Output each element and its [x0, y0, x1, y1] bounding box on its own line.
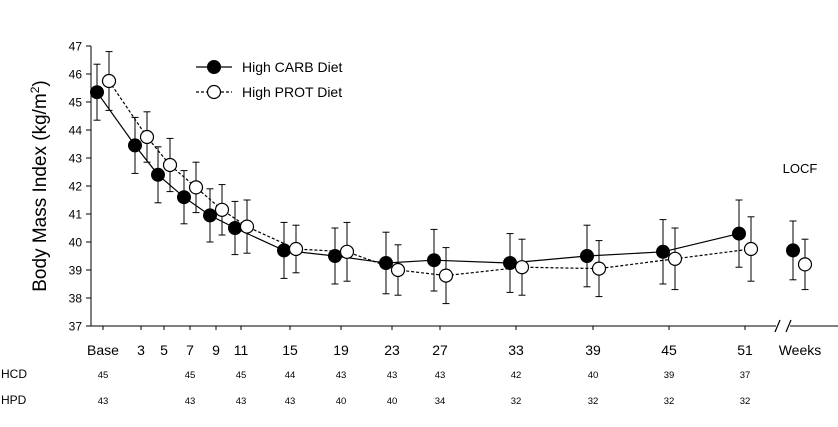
x-tick-label-Base: Base [87, 342, 119, 358]
y-tick-label-44: 44 [69, 124, 83, 138]
x-tick-label-7: 7 [186, 342, 194, 358]
point-carb-w51 [732, 226, 746, 241]
legend-label-carb: High CARB Diet [242, 59, 342, 75]
point-carb-locf [786, 243, 800, 258]
legend-marker-prot [206, 84, 222, 100]
legend-marker-carb [207, 60, 221, 74]
point-prot-w0 [101, 73, 117, 89]
locf-label: LOCF [783, 161, 818, 176]
count-row-label-hpd: HPD [1, 393, 27, 407]
count-hpd-w23: 40 [387, 396, 398, 407]
y-axis-label-close: ) [30, 80, 51, 86]
point-carb-w7 [177, 190, 191, 205]
legend: High CARB Diet High PROT Diet [196, 59, 342, 100]
x-tick-label-3: 3 [137, 342, 145, 358]
count-hcd-w39: 40 [588, 370, 599, 381]
y-tick-label-42: 42 [69, 180, 83, 194]
y-tick-label-40: 40 [69, 236, 83, 250]
point-prot-w7 [188, 180, 204, 195]
point-carb-w0 [90, 85, 104, 100]
point-carb-w9 [203, 208, 217, 223]
axis-break-mark-right [785, 319, 792, 333]
count-hpd-w0: 43 [98, 396, 109, 407]
axis-break-gap [777, 322, 789, 330]
count-hcd-w15: 44 [285, 370, 296, 381]
y-tick-label-38: 38 [69, 292, 83, 306]
series-line-carb [96, 91, 740, 264]
point-prot-w33 [514, 260, 530, 275]
y-tick-label-37: 37 [69, 320, 83, 334]
point-prot-w19 [339, 244, 355, 259]
x-tick-label-5: 5 [160, 342, 168, 358]
x-tick-label-19: 19 [333, 342, 349, 358]
axis-break-mark-left [774, 319, 781, 333]
count-hcd-w11: 45 [236, 370, 247, 381]
point-prot-w51 [743, 241, 759, 257]
y-axis-label: Body Mass Index (kg/m2) [28, 80, 51, 292]
count-hpd-w7: 43 [185, 396, 196, 407]
x-axis-label: Weeks [779, 342, 822, 358]
point-carb-w3 [128, 138, 142, 153]
x-tick-label-45: 45 [661, 342, 677, 358]
count-hpd-w33: 32 [511, 396, 522, 407]
x-tick-label-9: 9 [212, 342, 220, 358]
count-hcd-w33: 42 [511, 370, 522, 381]
count-hpd-w11: 43 [236, 396, 247, 407]
legend-label-prot: High PROT Diet [242, 84, 342, 100]
x-tick-label-23: 23 [384, 342, 400, 358]
point-prot-w3 [139, 129, 155, 145]
y-tick-label-43: 43 [69, 152, 83, 166]
count-hpd-w39: 32 [588, 396, 599, 407]
x-tick-label-15: 15 [282, 342, 298, 358]
point-carb-w27 [427, 253, 441, 268]
count-hpd-w51: 32 [740, 396, 751, 407]
point-prot-w27 [438, 268, 454, 283]
count-hcd-w7: 45 [185, 370, 196, 381]
y-tick-label-47: 47 [69, 40, 83, 54]
count-hpd-w19: 40 [336, 396, 347, 407]
count-hpd-w27: 34 [435, 396, 446, 407]
count-hpd-w15: 43 [285, 396, 296, 407]
x-tick-label-33: 33 [508, 342, 524, 358]
y-tick-label-39: 39 [69, 264, 83, 278]
count-row-label-hcd: HCD [1, 367, 27, 381]
point-carb-w5 [151, 167, 165, 182]
point-prot-w23 [390, 262, 406, 278]
point-prot-w5 [162, 157, 178, 173]
point-carb-w11 [228, 221, 242, 235]
series-line-prot [108, 80, 752, 277]
point-carb-w45 [656, 244, 670, 259]
point-prot-w45 [667, 251, 683, 266]
count-hpd-w45: 32 [664, 396, 675, 407]
y-tick-label-46: 46 [69, 68, 83, 82]
point-prot-locf [797, 257, 813, 272]
count-hcd-w27: 43 [435, 370, 446, 381]
point-prot-w11 [239, 219, 255, 234]
point-prot-w9 [214, 202, 230, 217]
x-tick-label-51: 51 [737, 342, 753, 358]
count-hcd-w19: 43 [336, 370, 347, 381]
y-tick-label-45: 45 [69, 96, 83, 110]
x-tick-label-11: 11 [234, 342, 249, 358]
count-hcd-w45: 39 [664, 370, 675, 381]
x-tick-label-39: 39 [585, 342, 601, 358]
point-prot-w15 [288, 241, 304, 257]
point-carb-w39 [580, 249, 594, 263]
point-carb-w15 [277, 243, 291, 258]
x-tick-label-27: 27 [432, 342, 448, 358]
count-hcd-w51: 37 [740, 370, 751, 381]
y-axis-label-superscript: 2 [28, 86, 42, 93]
count-hcd-w23: 43 [387, 370, 398, 381]
point-carb-w33 [503, 256, 517, 270]
point-carb-w23 [379, 256, 393, 270]
point-prot-w39 [591, 261, 607, 276]
count-hcd-w0: 45 [98, 370, 109, 381]
y-tick-label-41: 41 [69, 208, 83, 222]
